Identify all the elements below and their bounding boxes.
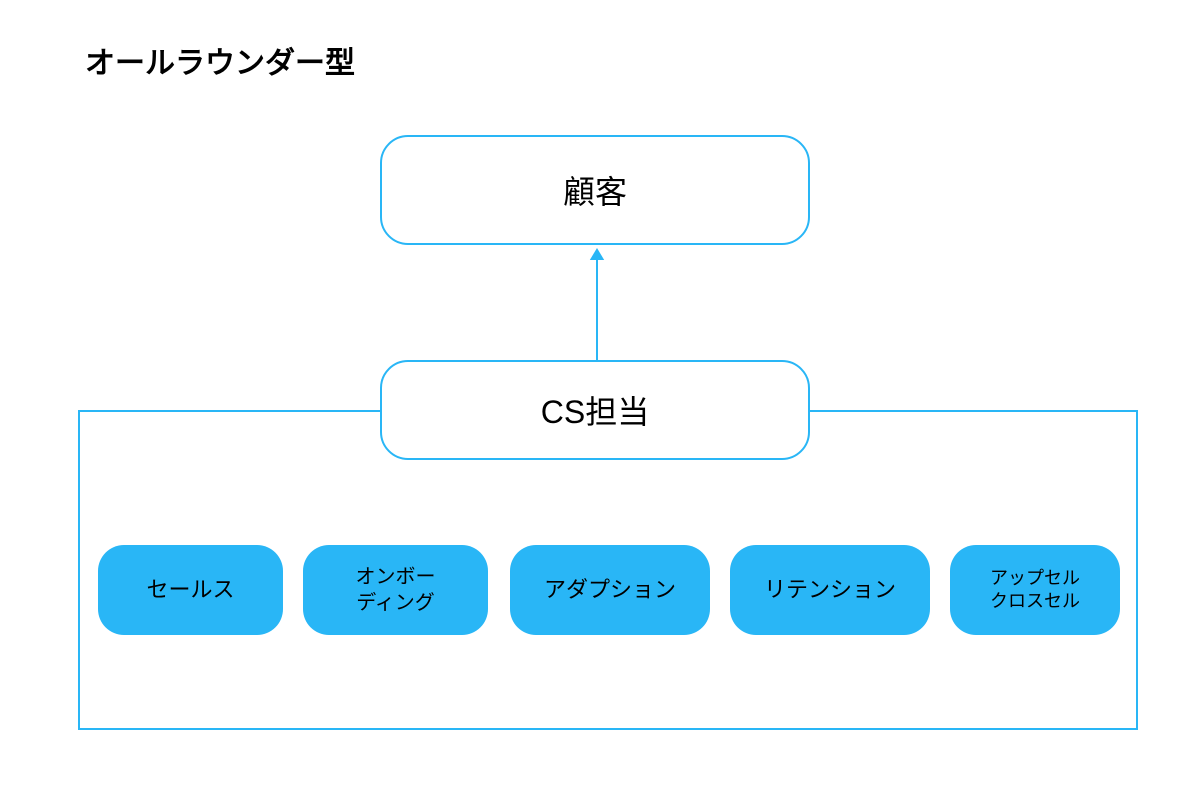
function-box-1: オンボー ディング [303, 545, 488, 635]
function-box-0: セールス [98, 545, 283, 635]
function-label-0: セールス [146, 576, 234, 605]
function-label-4: アップセル クロスセル [990, 567, 1080, 614]
arrow-cs-to-customer [585, 236, 609, 372]
cs-rep-label: CS担当 [541, 387, 649, 433]
page-title: オールラウンダー型 [85, 38, 355, 82]
customer-label: 顧客 [563, 167, 627, 213]
function-label-3: リテンション [764, 576, 896, 605]
function-box-3: リテンション [730, 545, 930, 635]
function-box-2: アダプション [510, 545, 710, 635]
function-label-1: オンボー ディング [356, 564, 436, 616]
cs-rep-node: CS担当 [380, 360, 810, 460]
function-box-4: アップセル クロスセル [950, 545, 1120, 635]
customer-node: 顧客 [380, 135, 810, 245]
function-label-2: アダプション [544, 576, 676, 605]
diagram-area: オールラウンダー型 顧客 CS担当 セールス オンボー ディング アダプション リテン… [0, 0, 1200, 800]
